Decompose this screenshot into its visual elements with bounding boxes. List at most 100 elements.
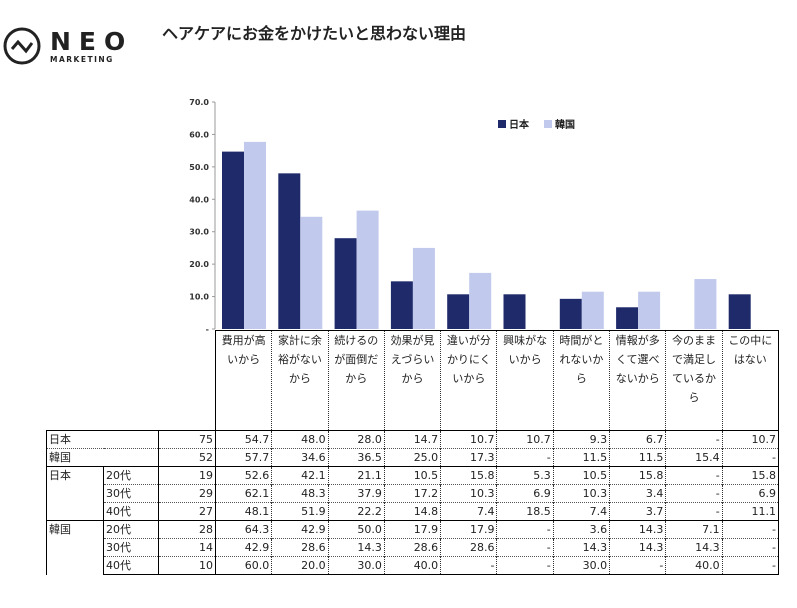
value-cell: 48.3: [271, 484, 329, 503]
value-cell: -: [496, 448, 554, 467]
bar-korea: [300, 216, 323, 329]
bar-japan: [447, 294, 470, 329]
table-row: 日本 75 54.7 48.0 28.0 14.7 10.7 10.7 9.3 6.7-10.7: [46, 430, 779, 449]
value-cell: 21.1: [327, 466, 385, 485]
value-cell: 14.3: [552, 538, 610, 557]
bar-japan: [222, 151, 244, 329]
column-header: 違いが分かりにくいから: [440, 330, 497, 431]
column-header: この中にはない: [721, 330, 779, 431]
group-label: 韓国: [46, 520, 104, 575]
value-cell: 6.7: [609, 430, 666, 449]
value-cell: 51.9: [271, 502, 329, 521]
y-tick-label: 60.0: [189, 130, 209, 139]
value-cell: 57.7: [214, 448, 272, 467]
value-cell: 50.0: [327, 520, 385, 539]
value-cell: 60.0: [214, 556, 272, 575]
bar-korea: [356, 210, 379, 329]
y-tick-label: 10.0: [189, 293, 209, 302]
value-cell: 28.6: [383, 538, 441, 557]
empty-cell: [159, 331, 216, 431]
value-cell: 14.7: [383, 430, 441, 449]
y-tick-label: 30.0: [189, 228, 209, 237]
age-label: 40代: [103, 556, 159, 575]
y-tick-label: 50.0: [189, 163, 209, 172]
value-cell: 5.3: [496, 466, 554, 485]
bar-japan: [559, 298, 582, 329]
legend-label: 日本: [509, 118, 530, 131]
bar-japan: [278, 173, 301, 329]
sample-count: 19: [158, 466, 216, 485]
value-cell: 6.9: [721, 484, 779, 503]
bar-korea: [638, 291, 661, 329]
table-row: 日本 20代 19 52.6 42.1 21.1 10.5 15.8 5.3 10.5 15.8-1…: [46, 466, 779, 521]
age-label: 20代: [103, 466, 159, 485]
bar-japan: [728, 294, 751, 329]
value-cell: 9.3: [552, 430, 610, 449]
bar-korea: [581, 291, 604, 329]
age-label: 30代: [103, 484, 159, 503]
bar-chart: - 10.0 20.0 30.0 40.0 50.0 60.0 70.0 日本 韓国: [189, 98, 751, 334]
value-cell: -: [665, 502, 723, 521]
value-cell: 17.3: [440, 448, 497, 467]
table-row: 30代 14 42.9 28.6 14.3 28.6 28.6-14.3 14.3 14.3-: [47, 538, 779, 557]
value-cell: 42.9: [214, 538, 272, 557]
column-header: 費用が高いから: [214, 330, 272, 431]
page-title: ヘアケアにお金をかけたいと思わない理由: [162, 24, 467, 43]
value-cell: 15.8: [721, 466, 779, 485]
bar-japan: [334, 238, 357, 329]
value-cell: 10.7: [721, 430, 779, 449]
table-row: 30代 29 62.1 48.3 37.9 17.2 10.3 6.9 10.3 3.4-6.9: [47, 484, 779, 503]
table-row: 40代 27 48.1 51.9 22.2 14.8 7.4 18.5 7.4 3.7-11.1: [47, 502, 779, 521]
bar-korea: [244, 141, 266, 329]
column-header: 時間がとれないから: [552, 330, 610, 431]
value-cell: 3.4: [609, 484, 666, 503]
value-cell: 14.3: [609, 538, 666, 557]
age-label: 40代: [103, 502, 159, 521]
y-tick-label: 20.0: [189, 260, 209, 269]
value-cell: 40.0: [383, 556, 441, 575]
value-cell: -: [721, 520, 779, 539]
value-cell: 7.4: [552, 502, 610, 521]
bar-japan: [390, 281, 413, 329]
value-cell: 64.3: [214, 520, 272, 539]
value-cell: 14.8: [383, 502, 441, 521]
value-cell: 42.1: [271, 466, 329, 485]
value-cell: 36.5: [327, 448, 385, 467]
y-tick-label: -: [206, 325, 209, 334]
value-cell: 25.0: [383, 448, 441, 467]
sample-count: 27: [158, 502, 216, 521]
value-cell: -: [496, 520, 554, 539]
value-cell: 54.7: [214, 430, 272, 449]
value-cell: 10.5: [383, 466, 441, 485]
sample-count: 10: [158, 556, 216, 575]
value-cell: 10.7: [440, 430, 497, 449]
bar-japan: [503, 294, 526, 329]
data-table: 費用が高いから 家計に余裕がないから 続けるのが面倒だから 効果が見えづらいから 違いが…: [46, 330, 779, 575]
value-cell: 14.3: [327, 538, 385, 557]
value-cell: 10.5: [552, 466, 610, 485]
value-cell: 62.1: [214, 484, 272, 503]
value-cell: 15.8: [440, 466, 497, 485]
value-cell: -: [665, 466, 723, 485]
sample-count: 28: [158, 520, 216, 539]
value-cell: 15.8: [609, 466, 666, 485]
value-cell: 17.2: [383, 484, 441, 503]
value-cell: 30.0: [327, 556, 385, 575]
value-cell: 40.0: [665, 556, 723, 575]
sample-count: 75: [158, 430, 216, 449]
value-cell: 10.3: [440, 484, 497, 503]
value-cell: -: [721, 538, 779, 557]
value-cell: 30.0: [552, 556, 610, 575]
value-cell: 37.9: [327, 484, 385, 503]
y-tick-label: 40.0: [189, 195, 209, 204]
empty-cell: [47, 331, 104, 431]
value-cell: 18.5: [496, 502, 554, 521]
bar-korea: [469, 272, 492, 329]
age-label: 20代: [103, 520, 159, 539]
value-cell: 20.0: [271, 556, 329, 575]
value-cell: 52.6: [214, 466, 272, 485]
y-tick-label: 70.0: [189, 98, 209, 107]
value-cell: -: [609, 556, 666, 575]
value-cell: -: [665, 430, 723, 449]
age-label: 30代: [103, 538, 159, 557]
